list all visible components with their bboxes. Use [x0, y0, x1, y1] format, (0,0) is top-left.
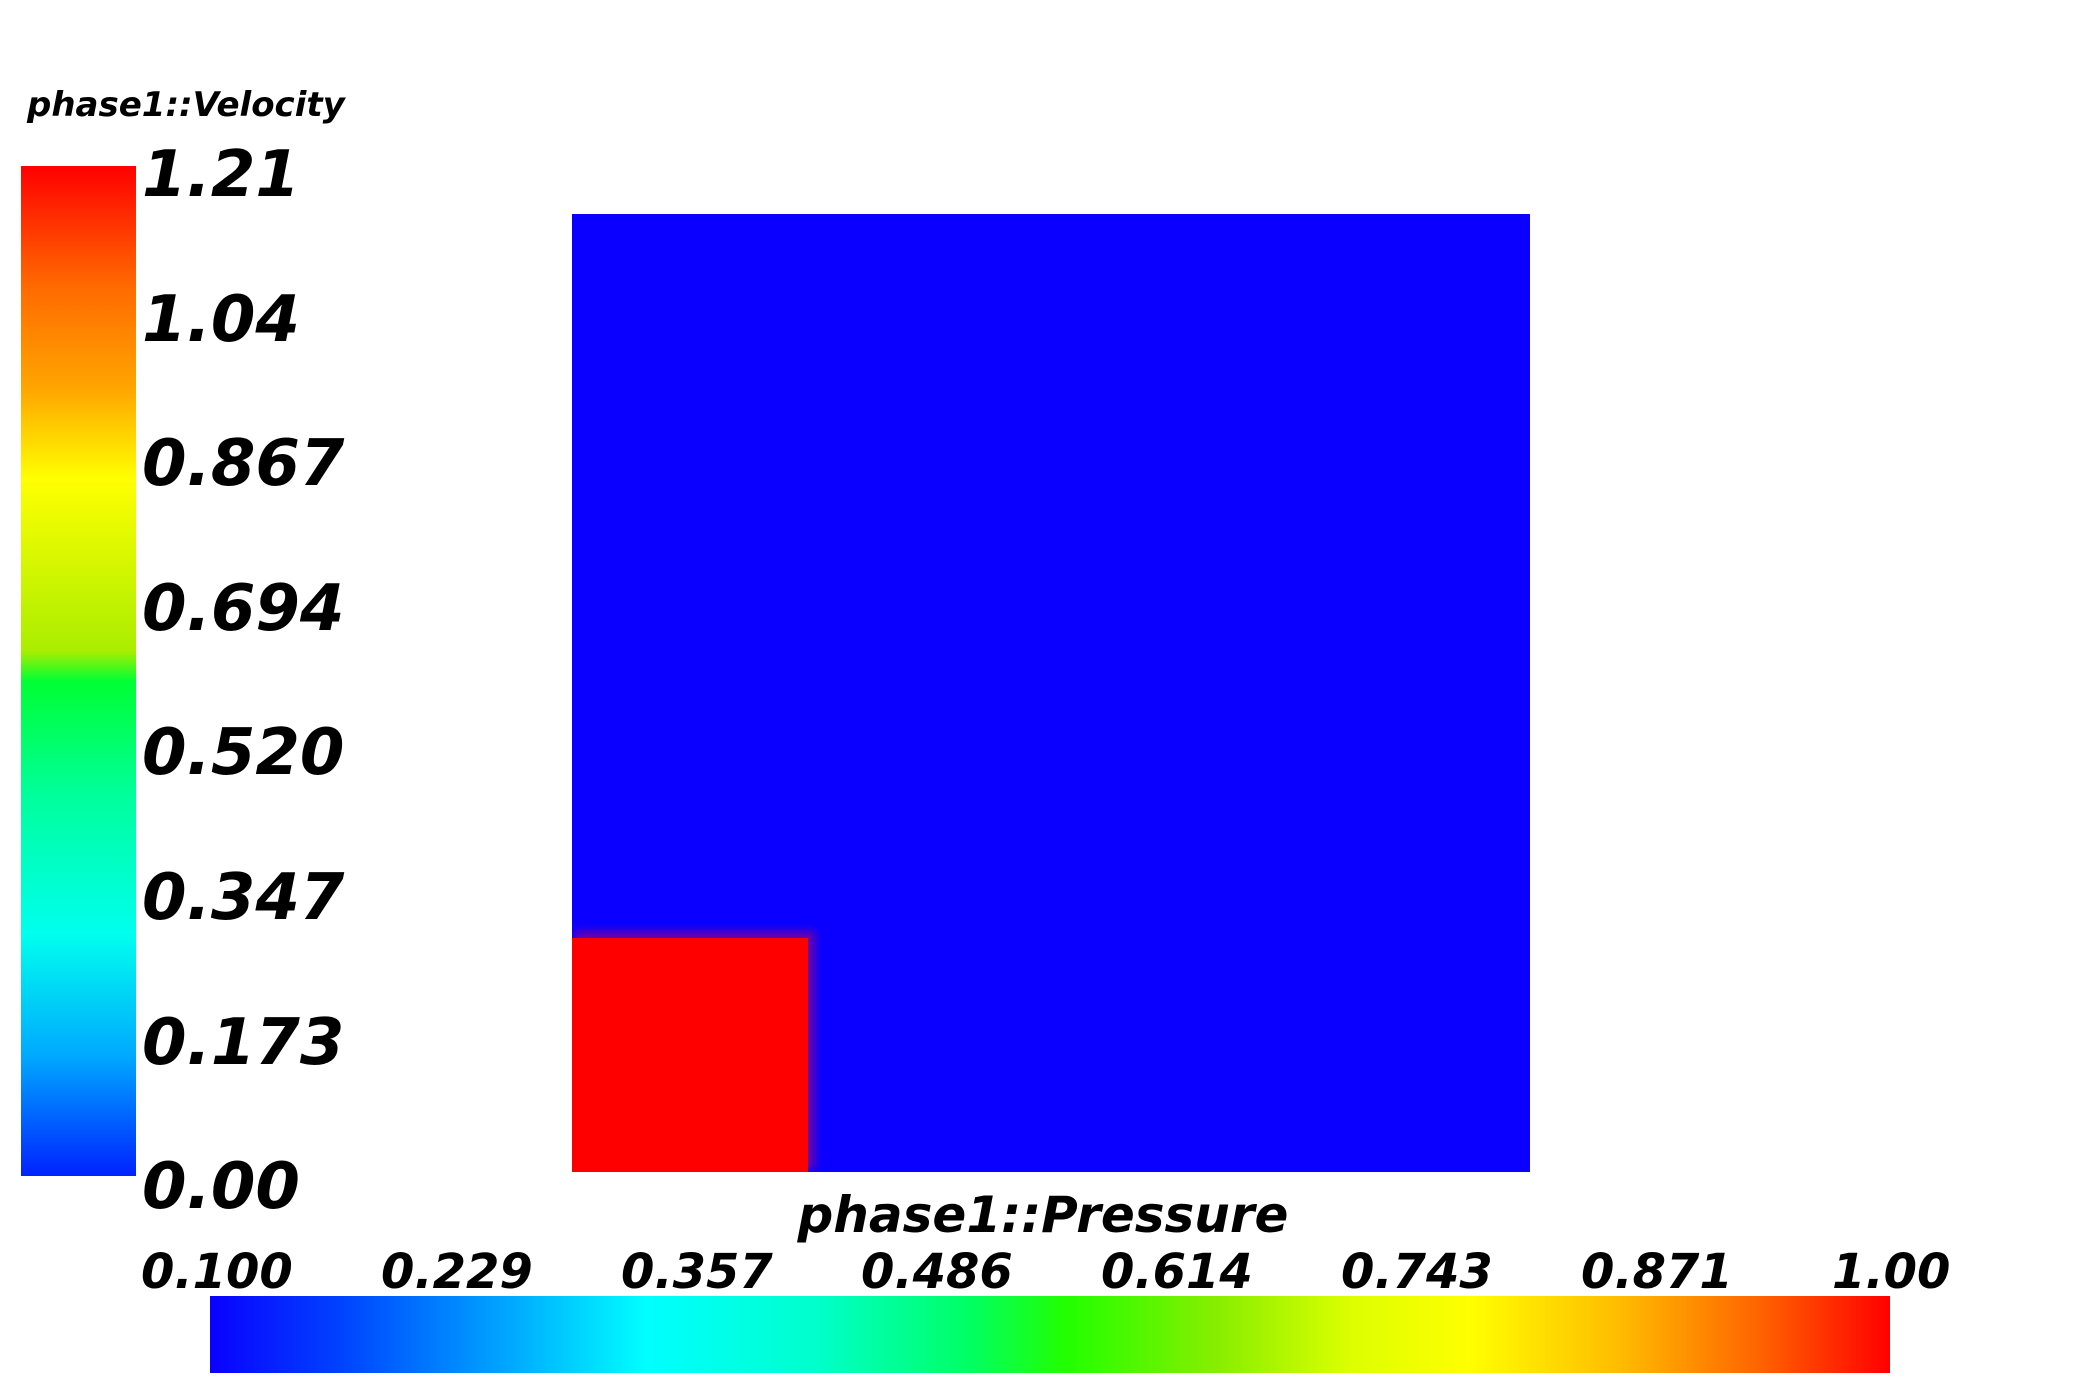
high-pressure-region [572, 938, 808, 1172]
velocity-colorbar [21, 166, 136, 1176]
pressure-tick-label: 0.486 [861, 1244, 1013, 1300]
pressure-tick-label: 0.871 [1581, 1244, 1733, 1300]
velocity-tick-label: 1.21 [142, 138, 300, 212]
pressure-tick-label: 0.229 [381, 1244, 533, 1300]
pressure-tick-label: 0.614 [1101, 1244, 1253, 1300]
pressure-colorbar-title: phase1::Pressure [797, 1186, 1289, 1244]
velocity-tick-label: 1.04 [142, 283, 300, 357]
velocity-tick-label: 0.694 [142, 572, 345, 646]
pressure-tick-label: 0.100 [141, 1244, 293, 1300]
velocity-tick-label: 0.00 [142, 1150, 300, 1224]
pressure-tick-label: 0.743 [1341, 1244, 1493, 1300]
velocity-tick-label: 0.867 [142, 427, 345, 501]
velocity-tick-label: 0.520 [142, 716, 345, 790]
simulation-domain [572, 214, 1530, 1172]
velocity-colorbar-title: phase1::Velocity [27, 85, 345, 125]
velocity-tick-label: 0.173 [142, 1006, 345, 1080]
velocity-tick-label: 0.347 [142, 861, 345, 935]
pressure-colorbar [210, 1296, 1890, 1373]
pressure-tick-label: 1.00 [1832, 1244, 1951, 1300]
pressure-tick-label: 0.357 [621, 1244, 773, 1300]
